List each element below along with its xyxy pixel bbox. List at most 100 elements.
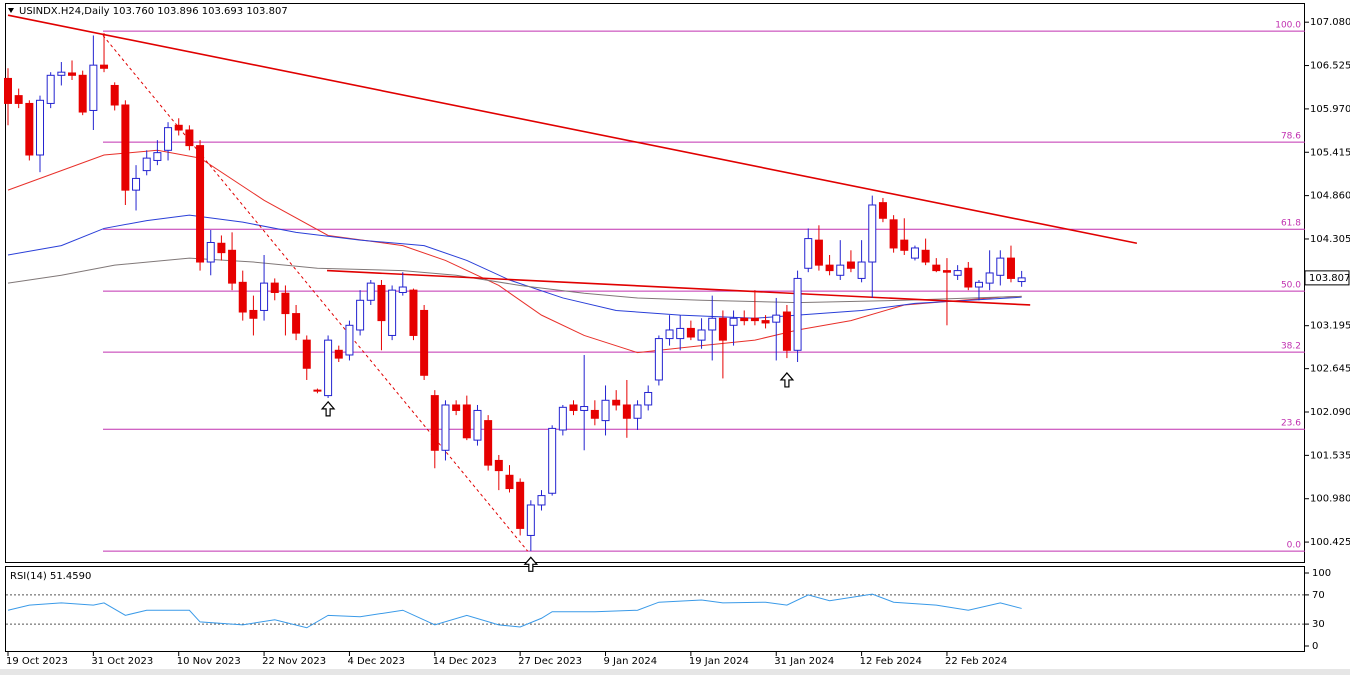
y-tick-label: 105.415 bbox=[1310, 147, 1350, 158]
candle-body bbox=[377, 284, 386, 322]
candle-body bbox=[36, 99, 45, 156]
candle-body bbox=[686, 327, 695, 338]
y-tick-label: 103.195 bbox=[1310, 321, 1350, 332]
candle-body bbox=[388, 289, 397, 336]
candle-body bbox=[964, 267, 973, 288]
candle-body bbox=[932, 264, 941, 272]
candle-body bbox=[473, 409, 482, 441]
candle-body bbox=[740, 317, 749, 322]
candle-body bbox=[804, 238, 813, 269]
candle-body bbox=[878, 202, 887, 219]
candle-body bbox=[100, 64, 109, 69]
candle-body bbox=[313, 389, 322, 392]
candle-body bbox=[153, 152, 162, 161]
trendline bbox=[326, 269, 1031, 306]
candle-body bbox=[868, 204, 877, 263]
candle-body bbox=[14, 95, 23, 104]
candle-body bbox=[196, 145, 205, 263]
candle-body bbox=[68, 72, 77, 76]
candle-body bbox=[174, 124, 183, 131]
candle-body bbox=[462, 404, 471, 439]
rsi-pane bbox=[5, 566, 1305, 652]
price-label: 103.807 bbox=[1309, 273, 1350, 284]
x-tick-label: 19 Jan 2024 bbox=[689, 656, 749, 667]
scrollbar bbox=[0, 669, 1350, 675]
candle-body bbox=[4, 77, 12, 104]
candle-body bbox=[793, 277, 802, 351]
fib-label: 23.6 bbox=[1281, 419, 1301, 429]
candle-body bbox=[270, 282, 279, 293]
candle-body bbox=[580, 406, 589, 411]
rsi-y-tick-label: 100 bbox=[1312, 568, 1331, 579]
fib-label: 50.0 bbox=[1281, 281, 1301, 291]
fib-label: 100.0 bbox=[1275, 21, 1301, 31]
candle-body bbox=[953, 270, 962, 276]
candle-body bbox=[942, 270, 951, 273]
x-tick-label: 22 Feb 2024 bbox=[945, 656, 1007, 667]
y-tick-label: 102.090 bbox=[1310, 407, 1350, 418]
y-tick-label: 104.305 bbox=[1310, 234, 1350, 245]
candle-body bbox=[1006, 257, 1015, 279]
candle-body bbox=[324, 339, 333, 397]
candle-body bbox=[121, 104, 130, 191]
candle-body bbox=[164, 127, 173, 151]
candle-body bbox=[142, 157, 151, 172]
candle-body bbox=[697, 329, 706, 341]
signal-arrow bbox=[779, 372, 795, 388]
rsi-y-tick-label: 0 bbox=[1312, 641, 1318, 652]
candle-body bbox=[921, 249, 930, 263]
fib-label: 38.2 bbox=[1281, 342, 1301, 352]
candle-body bbox=[857, 261, 866, 279]
candle-body bbox=[260, 282, 269, 311]
rsi-title: RSI(14) 51.4590 bbox=[10, 571, 91, 582]
signal-arrow bbox=[320, 400, 336, 417]
y-tick-label: 100.980 bbox=[1310, 494, 1350, 505]
candle-body bbox=[366, 282, 375, 301]
trendline bbox=[7, 14, 1138, 245]
candle-body bbox=[132, 177, 141, 191]
candle-body bbox=[78, 74, 87, 113]
x-tick-label: 22 Nov 2023 bbox=[262, 656, 326, 667]
candle-body bbox=[676, 327, 685, 340]
rsi-line bbox=[7, 593, 1022, 629]
candle-body bbox=[441, 404, 450, 451]
chart-title: USINDX.H24,Daily 103.760 103.896 103.693… bbox=[19, 6, 288, 17]
candle-body bbox=[302, 339, 311, 369]
candle-body bbox=[110, 84, 119, 106]
signal-arrow bbox=[523, 556, 539, 572]
candle-body bbox=[505, 474, 514, 490]
x-tick-label: 31 Jan 2024 bbox=[774, 656, 834, 667]
candle-body bbox=[25, 102, 34, 156]
x-tick-label: 12 Feb 2024 bbox=[860, 656, 922, 667]
candle-body bbox=[548, 427, 557, 494]
candle-body bbox=[558, 406, 567, 431]
candle-body bbox=[238, 281, 247, 313]
menu-triangle bbox=[8, 8, 14, 13]
candle-body bbox=[206, 241, 215, 263]
candle-body bbox=[57, 71, 66, 76]
y-tick-label: 104.860 bbox=[1310, 191, 1350, 202]
x-tick-label: 27 Dec 2023 bbox=[518, 656, 582, 667]
candle-body bbox=[516, 481, 525, 529]
y-tick-label: 106.525 bbox=[1310, 61, 1350, 72]
candle-body bbox=[409, 289, 418, 336]
candle-body bbox=[708, 317, 717, 331]
candle-body bbox=[836, 264, 845, 276]
candle-body bbox=[889, 219, 898, 249]
fib-label: 0.0 bbox=[1287, 541, 1302, 551]
candle-body bbox=[526, 504, 535, 536]
y-tick-label: 107.080 bbox=[1310, 17, 1350, 28]
moving-average bbox=[7, 257, 1022, 304]
candle-body bbox=[782, 311, 791, 351]
price-label-box bbox=[1304, 270, 1350, 286]
candle-body bbox=[974, 281, 983, 288]
candle-body bbox=[665, 329, 674, 340]
candle-body bbox=[718, 317, 727, 341]
rsi-y-tick-label: 30 bbox=[1312, 619, 1325, 630]
candle-body bbox=[750, 317, 759, 322]
fib-label: 61.8 bbox=[1281, 219, 1301, 229]
candle-body bbox=[334, 349, 343, 359]
candle-body bbox=[1017, 277, 1026, 283]
